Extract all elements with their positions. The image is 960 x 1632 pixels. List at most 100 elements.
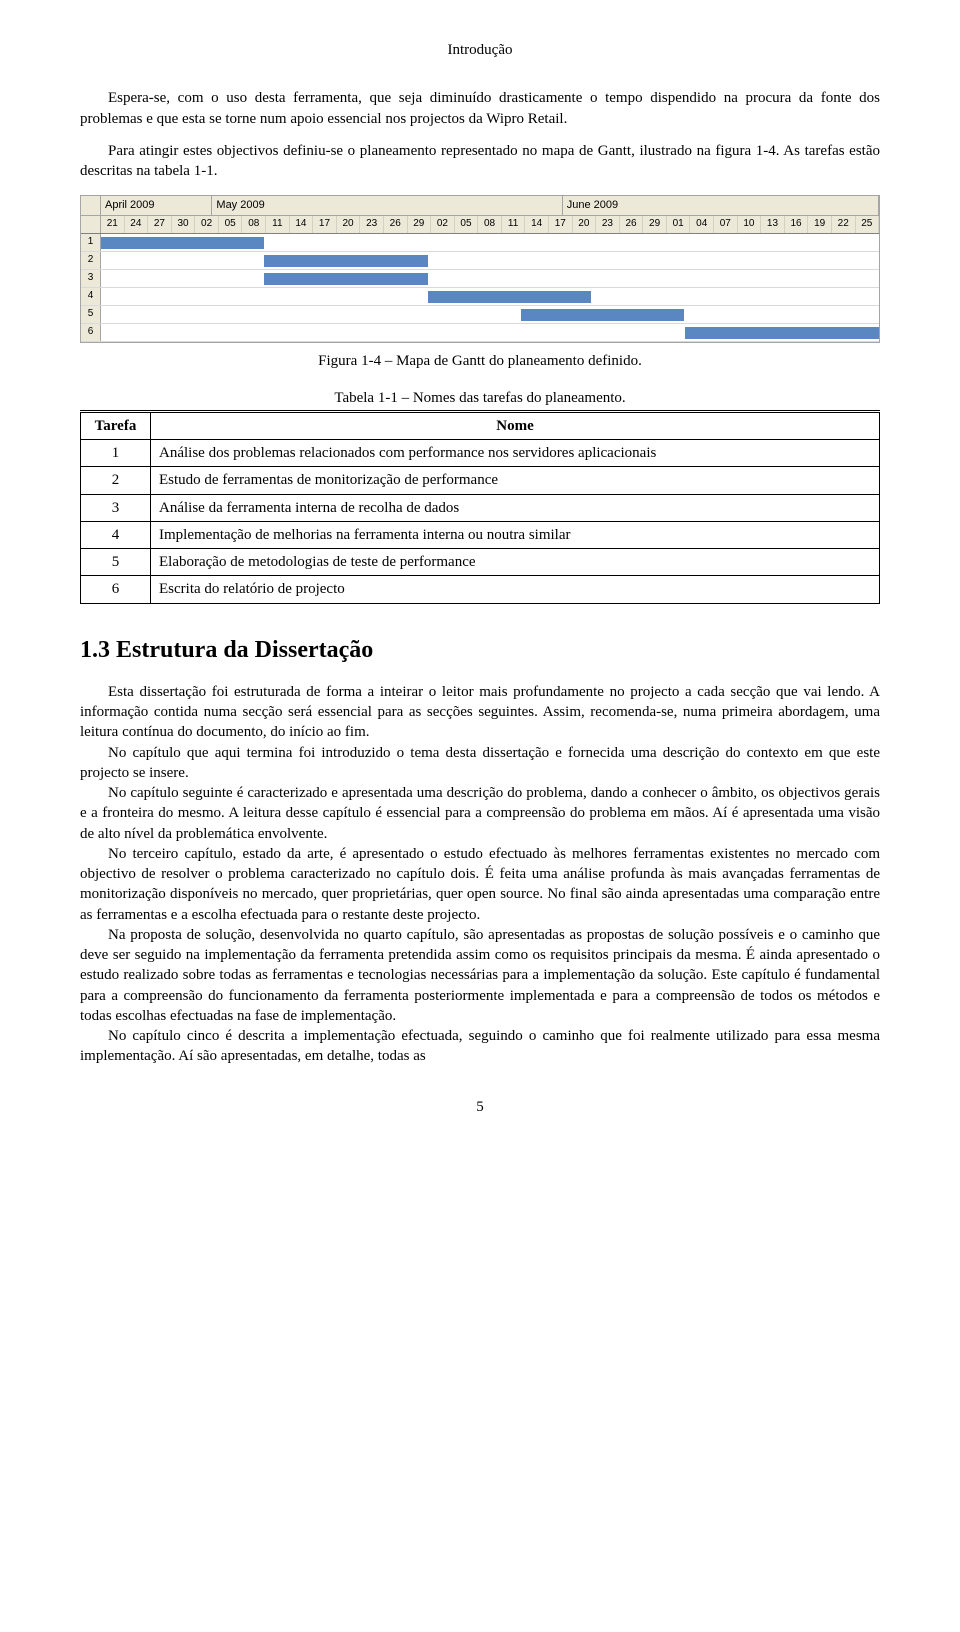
body-paragraph: No terceiro capítulo, estado da arte, é … bbox=[80, 844, 880, 925]
gantt-row: 4 bbox=[81, 288, 879, 306]
gantt-day-label: 11 bbox=[502, 216, 526, 233]
gantt-row: 2 bbox=[81, 252, 879, 270]
table-row: 6Escrita do relatório de projecto bbox=[81, 576, 880, 603]
gantt-day-label: 10 bbox=[738, 216, 762, 233]
gantt-day-label: 24 bbox=[125, 216, 149, 233]
gantt-body: 123456 bbox=[81, 234, 879, 342]
task-number: 4 bbox=[81, 521, 151, 548]
table-head-tarefa: Tarefa bbox=[81, 411, 151, 439]
gantt-days-row: 2124273002050811141720232629020508111417… bbox=[81, 216, 879, 234]
gantt-row: 3 bbox=[81, 270, 879, 288]
task-name: Implementação de melhorias na ferramenta… bbox=[151, 521, 880, 548]
gantt-month-label: May 2009 bbox=[212, 196, 562, 215]
gantt-month-label: June 2009 bbox=[563, 196, 879, 215]
gantt-months-row: April 2009May 2009June 2009 bbox=[81, 196, 879, 216]
gantt-row-number: 2 bbox=[81, 252, 101, 269]
gantt-day-label: 08 bbox=[478, 216, 502, 233]
gantt-row-number: 4 bbox=[81, 288, 101, 305]
gantt-row-number: 3 bbox=[81, 270, 101, 287]
task-number: 1 bbox=[81, 440, 151, 467]
table-row: 4Implementação de melhorias na ferrament… bbox=[81, 521, 880, 548]
gantt-day-label: 17 bbox=[549, 216, 573, 233]
section-heading: 1.3 Estrutura da Dissertação bbox=[80, 634, 880, 666]
body-paragraph: No capítulo cinco é descrita a implement… bbox=[80, 1026, 880, 1067]
gantt-corner bbox=[81, 196, 101, 215]
gantt-day-label: 02 bbox=[195, 216, 219, 233]
gantt-day-label: 17 bbox=[313, 216, 337, 233]
table-row: 3Análise da ferramenta interna de recolh… bbox=[81, 494, 880, 521]
gantt-day-label: 22 bbox=[832, 216, 856, 233]
gantt-day-label: 13 bbox=[761, 216, 785, 233]
gantt-track bbox=[101, 288, 879, 305]
body-paragraph: Esta dissertação foi estruturada de form… bbox=[80, 682, 880, 743]
gantt-day-label: 25 bbox=[856, 216, 880, 233]
gantt-bar bbox=[685, 327, 880, 339]
gantt-day-label: 26 bbox=[620, 216, 644, 233]
figure-caption: Figura 1-4 – Mapa de Gantt do planeament… bbox=[80, 351, 880, 371]
task-name: Elaboração de metodologias de teste de p… bbox=[151, 549, 880, 576]
gantt-day-label: 02 bbox=[431, 216, 455, 233]
gantt-row-number: 5 bbox=[81, 306, 101, 323]
tasks-table: Tarefa Nome 1Análise dos problemas relac… bbox=[80, 410, 880, 604]
table-row: 2Estudo de ferramentas de monitorização … bbox=[81, 467, 880, 494]
gantt-day-label: 16 bbox=[785, 216, 809, 233]
gantt-day-label: 30 bbox=[172, 216, 196, 233]
body-paragraph: Na proposta de solução, desenvolvida no … bbox=[80, 925, 880, 1026]
task-number: 3 bbox=[81, 494, 151, 521]
gantt-day-label: 01 bbox=[667, 216, 691, 233]
body-paragraph: No capítulo seguinte é caracterizado e a… bbox=[80, 783, 880, 844]
gantt-bar bbox=[521, 309, 684, 321]
gantt-bar bbox=[264, 255, 427, 267]
gantt-day-label: 05 bbox=[219, 216, 243, 233]
page-header: Introdução bbox=[80, 40, 880, 60]
gantt-month-label: April 2009 bbox=[101, 196, 212, 215]
gantt-track bbox=[101, 270, 879, 287]
task-name: Análise dos problemas relacionados com p… bbox=[151, 440, 880, 467]
gantt-chart: April 2009May 2009June 2009 212427300205… bbox=[80, 195, 880, 343]
gantt-day-label: 23 bbox=[360, 216, 384, 233]
table-row: 5Elaboração de metodologias de teste de … bbox=[81, 549, 880, 576]
gantt-bar bbox=[101, 237, 264, 249]
gantt-day-label: 11 bbox=[266, 216, 290, 233]
table-head-nome: Nome bbox=[151, 411, 880, 439]
gantt-day-label: 23 bbox=[596, 216, 620, 233]
table-caption: Tabela 1-1 – Nomes das tarefas do planea… bbox=[80, 388, 880, 408]
gantt-day-label: 14 bbox=[525, 216, 549, 233]
gantt-day-label: 21 bbox=[101, 216, 125, 233]
gantt-bar bbox=[428, 291, 591, 303]
body-paragraph: No capítulo que aqui termina foi introdu… bbox=[80, 743, 880, 784]
gantt-day-label: 20 bbox=[573, 216, 597, 233]
gantt-track bbox=[101, 234, 879, 251]
gantt-day-label: 20 bbox=[337, 216, 361, 233]
gantt-day-label: 29 bbox=[643, 216, 667, 233]
gantt-track bbox=[101, 306, 879, 323]
task-name: Estudo de ferramentas de monitorização d… bbox=[151, 467, 880, 494]
table-row: 1Análise dos problemas relacionados com … bbox=[81, 440, 880, 467]
gantt-track bbox=[101, 252, 879, 269]
task-number: 6 bbox=[81, 576, 151, 603]
gantt-row-number: 1 bbox=[81, 234, 101, 251]
gantt-day-label: 19 bbox=[808, 216, 832, 233]
gantt-day-label: 29 bbox=[408, 216, 432, 233]
page-number: 5 bbox=[80, 1097, 880, 1117]
gantt-track bbox=[101, 324, 879, 341]
gantt-day-label: 05 bbox=[455, 216, 479, 233]
task-number: 5 bbox=[81, 549, 151, 576]
gantt-corner bbox=[81, 216, 101, 233]
gantt-row-number: 6 bbox=[81, 324, 101, 341]
gantt-day-label: 07 bbox=[714, 216, 738, 233]
task-name: Análise da ferramenta interna de recolha… bbox=[151, 494, 880, 521]
gantt-day-label: 14 bbox=[290, 216, 314, 233]
intro-paragraph-2: Para atingir estes objectivos definiu-se… bbox=[80, 141, 880, 182]
gantt-row: 5 bbox=[81, 306, 879, 324]
gantt-day-label: 26 bbox=[384, 216, 408, 233]
gantt-row: 6 bbox=[81, 324, 879, 342]
gantt-day-label: 08 bbox=[242, 216, 266, 233]
gantt-row: 1 bbox=[81, 234, 879, 252]
gantt-day-label: 04 bbox=[690, 216, 714, 233]
gantt-day-label: 27 bbox=[148, 216, 172, 233]
intro-paragraph-1: Espera-se, com o uso desta ferramenta, q… bbox=[80, 88, 880, 129]
task-name: Escrita do relatório de projecto bbox=[151, 576, 880, 603]
task-number: 2 bbox=[81, 467, 151, 494]
gantt-bar bbox=[264, 273, 427, 285]
